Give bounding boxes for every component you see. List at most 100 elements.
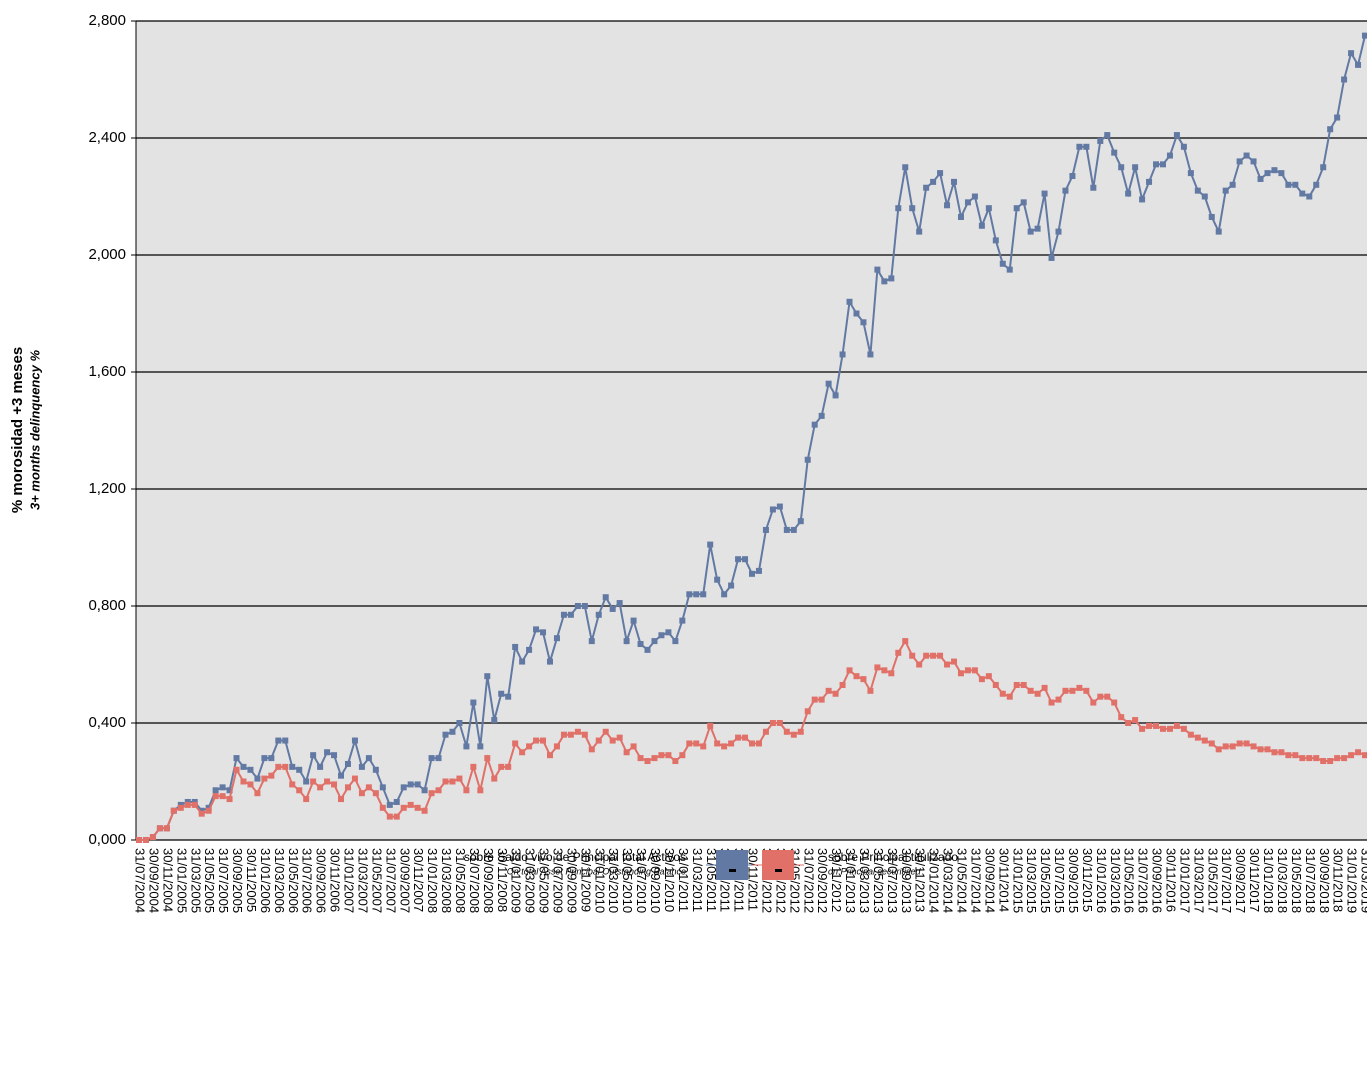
data-point [163, 825, 170, 832]
data-point [804, 708, 811, 715]
data-point [992, 237, 999, 244]
data-point [407, 781, 414, 788]
data-point [1020, 681, 1027, 688]
legend-sublabel: On total Asset Principal Outstanding Bal… [507, 866, 686, 876]
data-point [393, 798, 400, 805]
data-point [700, 743, 707, 750]
data-point [268, 755, 275, 762]
data-point [728, 740, 735, 747]
data-point [560, 731, 567, 738]
data-point [1132, 164, 1139, 171]
data-point [797, 518, 804, 525]
data-point [679, 752, 686, 759]
x-tick-label: 31/01/2019 [1345, 848, 1360, 913]
data-point [331, 752, 338, 759]
data-point [686, 740, 693, 747]
data-point [393, 813, 400, 820]
data-point [964, 199, 971, 206]
data-point [1180, 143, 1187, 150]
y-tick-label: 1,200 [88, 480, 126, 497]
data-point [1222, 187, 1229, 194]
data-point [435, 755, 442, 762]
data-point [818, 696, 825, 703]
data-point [1104, 693, 1111, 700]
x-tick-label: 31/07/2016 [1136, 848, 1151, 913]
data-point [860, 676, 867, 683]
data-point [581, 603, 588, 609]
data-point [219, 784, 226, 791]
y-tick-label: 0,400 [88, 714, 126, 731]
data-point [261, 775, 268, 782]
data-point [999, 260, 1006, 267]
data-point [588, 746, 595, 753]
x-tick-label: 31/01/2007 [342, 848, 357, 913]
data-point [825, 687, 832, 694]
data-point [811, 421, 818, 428]
x-tick-label: 31/03/2016 [1108, 848, 1123, 913]
x-tick-label: 30/11/2004 [160, 848, 175, 912]
data-point [149, 834, 156, 841]
data-point [1076, 684, 1083, 691]
data-point [358, 790, 365, 797]
data-point [372, 766, 379, 773]
x-tick-label: 31/01/2010 [592, 848, 607, 913]
x-tick-label: 30/11/2007 [411, 848, 426, 912]
data-point [1048, 699, 1055, 706]
data-point [1118, 714, 1125, 721]
data-point [735, 734, 742, 741]
x-tick-label: 30/09/2016 [1150, 848, 1165, 913]
data-point [790, 731, 797, 738]
data-point [505, 693, 512, 700]
data-point [1166, 152, 1173, 159]
data-point [1139, 725, 1146, 732]
data-point [1348, 752, 1355, 759]
data-point [1278, 170, 1285, 177]
data-point [839, 681, 846, 688]
data-point [860, 319, 867, 326]
data-point [874, 664, 881, 671]
data-point [456, 775, 463, 782]
data-point [1292, 752, 1299, 759]
x-tick-label: 31/07/2015 [1052, 848, 1067, 913]
data-point [755, 740, 762, 747]
y-tick-label: 2,800 [88, 12, 126, 29]
y-tick-label: 1,600 [88, 363, 126, 380]
x-tick-label: 31/05/2016 [1122, 848, 1137, 913]
data-point [1355, 61, 1362, 68]
x-tick-label: 31/03/2010 [606, 848, 621, 913]
x-tick-label: 31/05/2005 [202, 848, 217, 913]
data-point [553, 635, 560, 642]
x-tick-label: 31/03/2015 [1024, 848, 1039, 913]
x-tick-label: 31/07/2017 [1219, 848, 1234, 913]
data-point [769, 506, 776, 513]
data-point [1146, 722, 1153, 729]
data-point [637, 641, 644, 648]
data-point [1083, 143, 1090, 150]
data-point [1069, 687, 1076, 694]
data-point [714, 740, 721, 747]
y-tick-label: 2,000 [88, 246, 126, 263]
data-point [804, 456, 811, 463]
data-point [219, 793, 226, 800]
data-point [560, 611, 567, 618]
data-point [386, 801, 393, 808]
x-tick-label: 30/09/2013 [899, 848, 914, 913]
data-point [1062, 187, 1069, 194]
data-point [1243, 740, 1250, 747]
data-point [1104, 132, 1111, 139]
data-point [762, 728, 769, 735]
data-point [338, 772, 345, 779]
data-point [1090, 184, 1097, 191]
data-point [1355, 749, 1362, 756]
data-point [303, 778, 310, 785]
data-point [1215, 746, 1222, 753]
x-tick-label: 30/11/2006 [328, 848, 343, 912]
data-point [686, 591, 693, 598]
x-tick-label: 31/05/2013 [871, 848, 886, 913]
data-point [1194, 734, 1201, 741]
data-point [623, 749, 630, 756]
data-point [1327, 758, 1334, 765]
data-point [1320, 164, 1327, 171]
data-point [1132, 717, 1139, 724]
x-tick-label: 30/11/2005 [244, 848, 259, 912]
